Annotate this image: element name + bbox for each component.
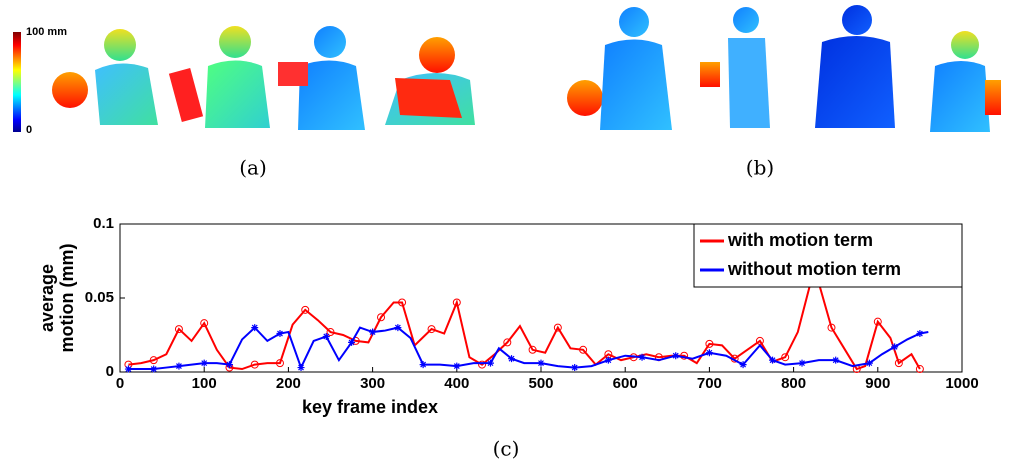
marker — [452, 298, 461, 307]
marker — [322, 332, 330, 340]
marker — [478, 360, 487, 369]
marker — [297, 364, 305, 372]
caption: (b) — [746, 156, 774, 180]
marker — [865, 359, 873, 367]
x-tick-label: 800 — [781, 375, 806, 392]
x-tick-label: 700 — [697, 375, 722, 392]
x-tick-label: 100 — [192, 375, 217, 392]
y-axis-label: motion (mm) — [57, 244, 77, 353]
x-axis-label: key frame index — [302, 397, 438, 417]
x-tick-label: 400 — [444, 375, 469, 392]
series-line — [128, 282, 921, 371]
marker — [604, 356, 612, 364]
marker — [503, 338, 512, 347]
marker — [174, 325, 183, 334]
marker — [200, 359, 208, 367]
marker — [916, 330, 924, 338]
depth-images-b — [567, 5, 1001, 132]
marker — [672, 352, 680, 360]
x-tick-label: 900 — [865, 375, 890, 392]
marker — [873, 317, 882, 326]
y-tick-label: 0.05 — [85, 289, 114, 306]
x-tick-label: 200 — [276, 375, 301, 392]
marker — [301, 305, 310, 314]
marker — [891, 343, 899, 351]
marker — [553, 323, 562, 332]
marker — [398, 298, 407, 307]
y-tick-label: 0.1 — [93, 215, 114, 232]
marker — [200, 319, 209, 328]
colorbar-max: 100 mm — [26, 26, 67, 38]
marker — [638, 353, 646, 361]
series-line — [128, 326, 929, 371]
marker — [798, 359, 806, 367]
marker — [827, 323, 836, 332]
x-tick-label: 0 — [116, 375, 124, 392]
marker — [275, 359, 284, 368]
marker — [528, 345, 537, 354]
x-tick-label: 1000 — [945, 375, 978, 392]
marker — [508, 355, 516, 363]
marker — [486, 359, 494, 367]
colorbar — [13, 32, 21, 132]
x-tick-label: 500 — [528, 375, 553, 392]
marker — [326, 328, 335, 337]
y-axis-label: average — [37, 264, 57, 332]
marker — [369, 328, 377, 336]
marker — [739, 361, 747, 369]
marker — [276, 330, 284, 338]
marker — [571, 364, 579, 372]
depth-images-a — [52, 26, 475, 130]
marker — [769, 356, 777, 364]
marker — [225, 361, 233, 369]
marker — [150, 365, 158, 373]
y-tick-label: 0 — [106, 363, 114, 380]
marker — [453, 362, 461, 370]
marker — [427, 325, 436, 334]
marker — [781, 353, 790, 362]
marker — [348, 338, 356, 346]
legend-label: with motion term — [727, 230, 873, 250]
marker — [250, 360, 259, 369]
marker — [149, 356, 158, 365]
caption: (c) — [493, 437, 520, 461]
marker — [251, 324, 259, 332]
marker — [832, 356, 840, 364]
marker — [915, 365, 924, 374]
marker — [537, 359, 545, 367]
marker — [705, 339, 714, 348]
marker — [394, 324, 402, 332]
x-tick-label: 600 — [613, 375, 638, 392]
marker — [377, 313, 386, 322]
marker — [705, 349, 713, 357]
legend-label: without motion term — [727, 259, 901, 279]
marker — [894, 359, 903, 368]
x-tick-label: 300 — [360, 375, 385, 392]
legend-box — [693, 223, 963, 288]
caption: (a) — [239, 156, 267, 180]
colorbar-min: 0 — [26, 124, 32, 136]
marker — [175, 362, 183, 370]
marker — [124, 365, 132, 373]
marker — [419, 361, 427, 369]
marker — [579, 345, 588, 354]
